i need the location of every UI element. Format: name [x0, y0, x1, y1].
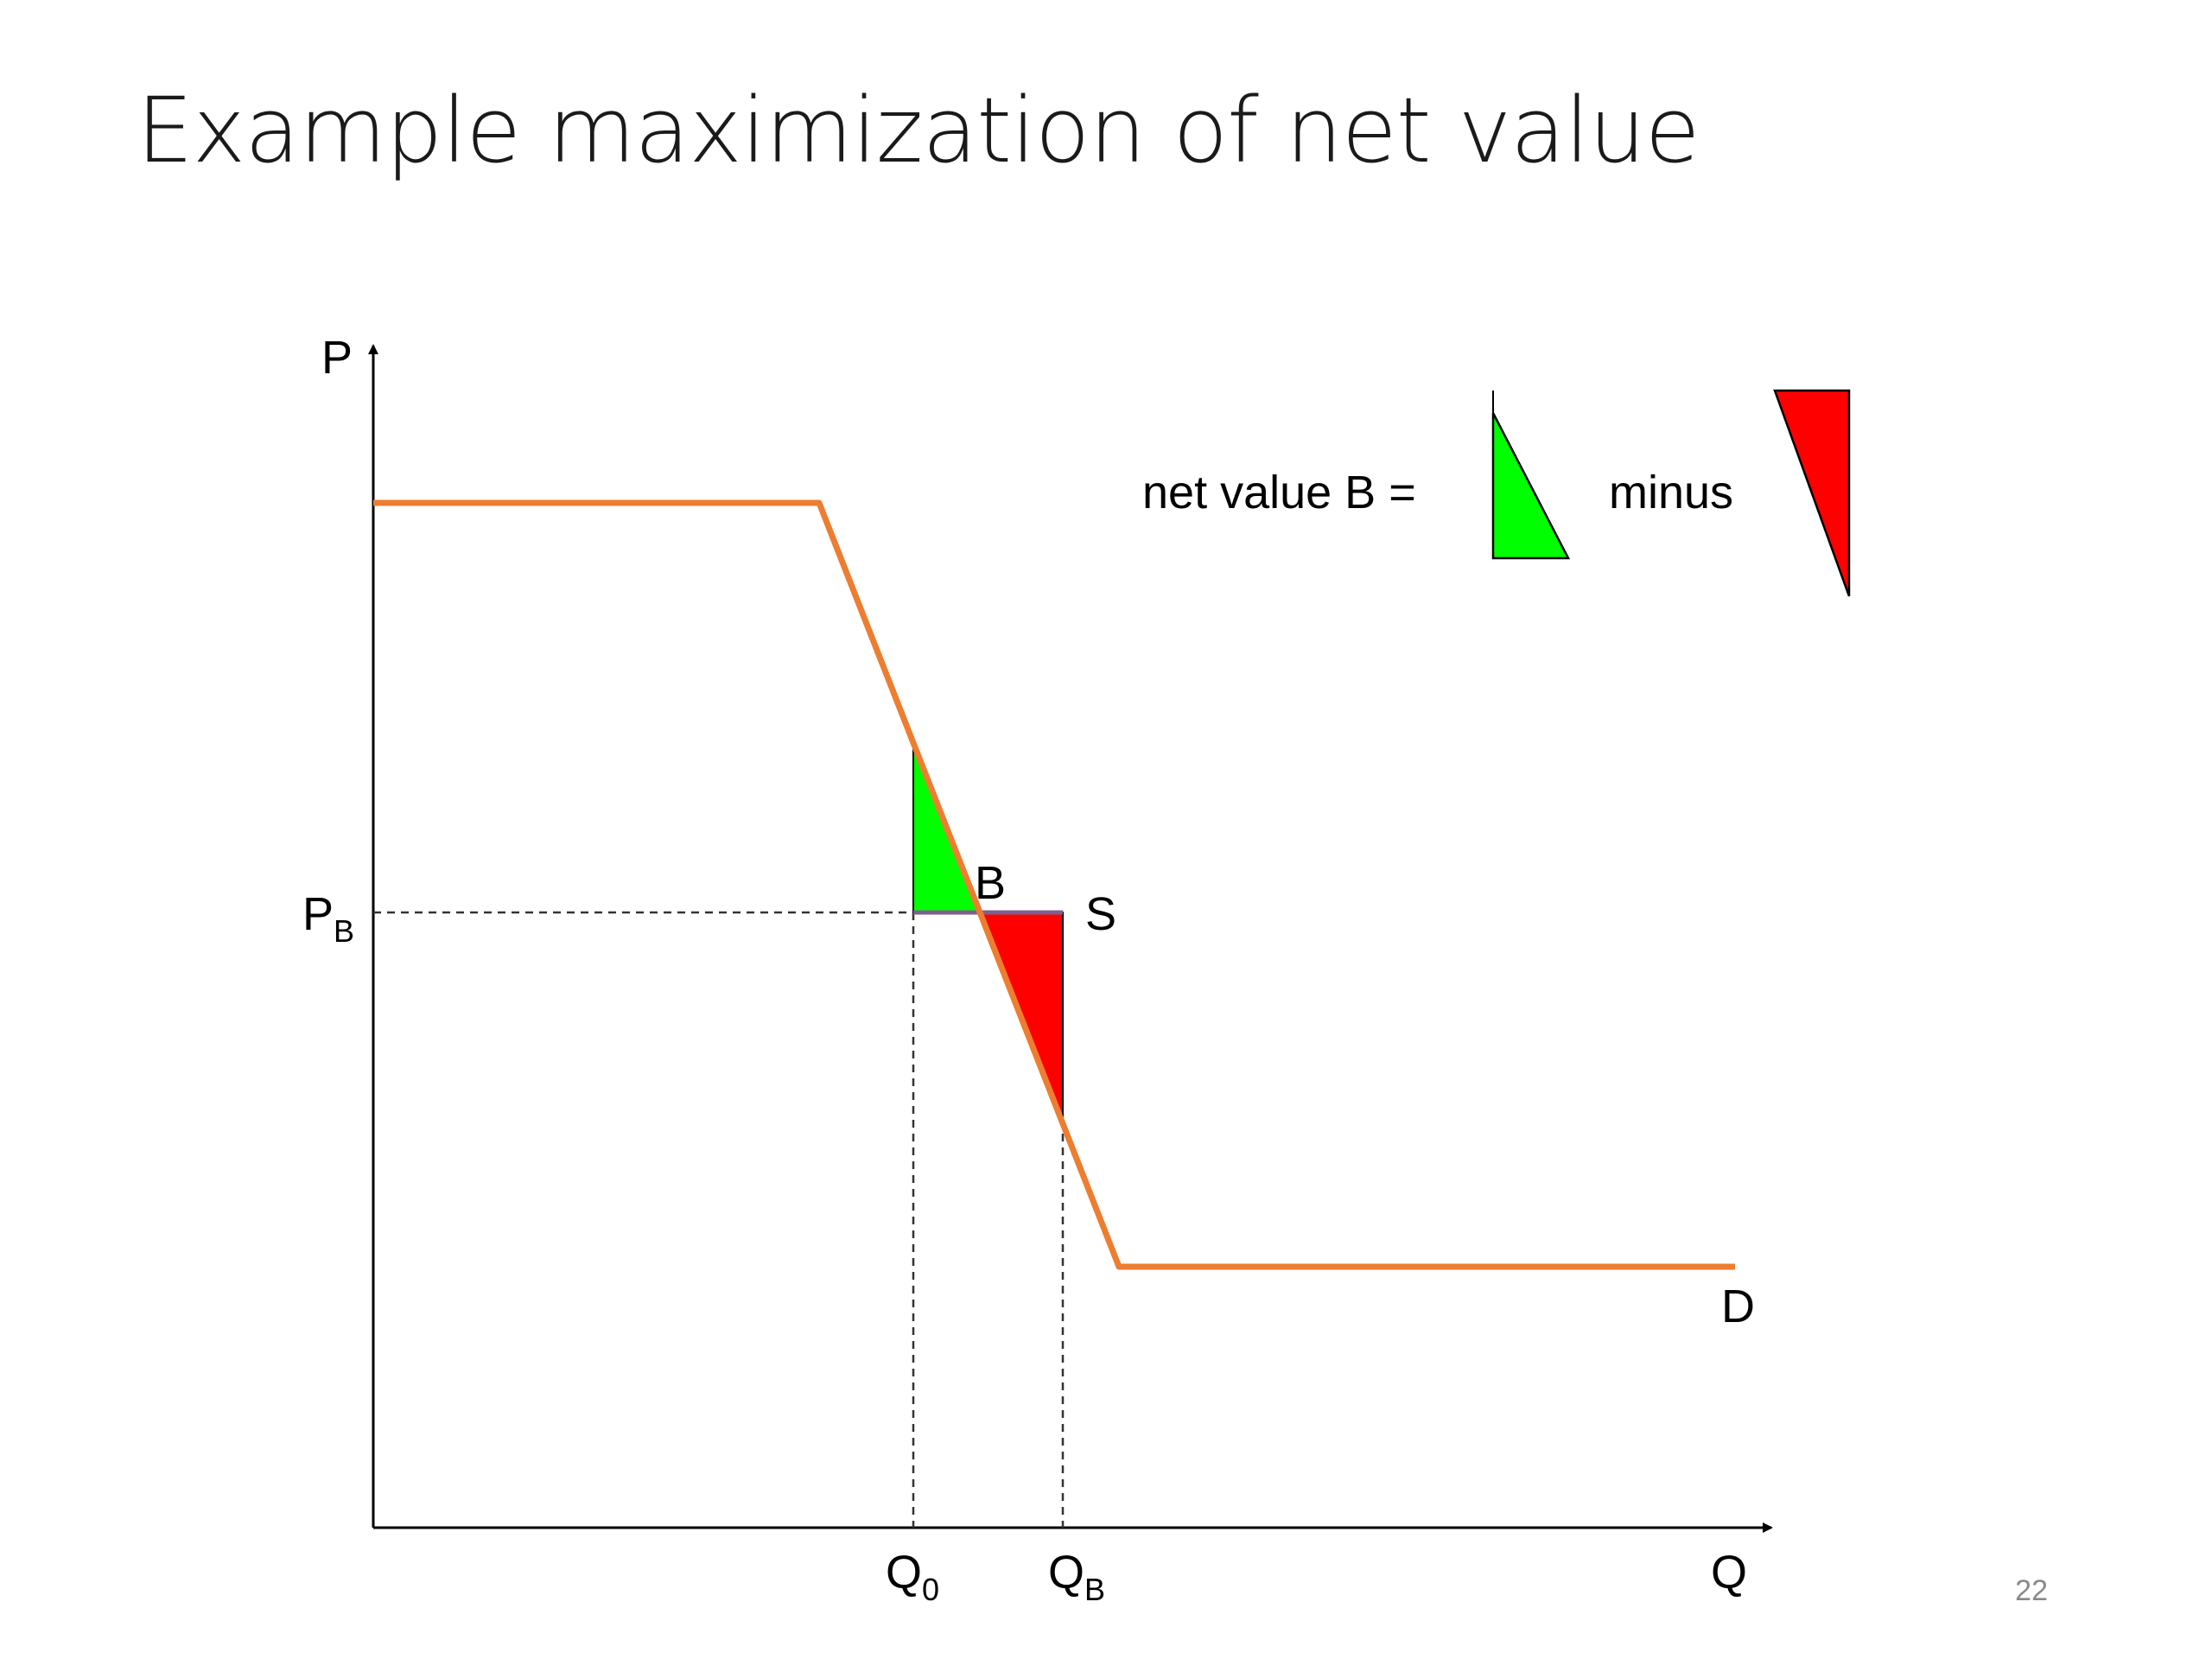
qb-label: QB — [1048, 1547, 1105, 1607]
demand-label: D — [1721, 1281, 1755, 1332]
demand-curve — [373, 499, 1735, 1270]
price-label: PB — [302, 888, 354, 949]
x-axis-label: Q — [1711, 1547, 1747, 1599]
y-axis-label: P — [321, 332, 353, 384]
legend-loss-triangle — [1773, 389, 1851, 597]
supply-label: S — [1085, 888, 1116, 940]
q0-label: Q0 — [886, 1547, 939, 1607]
legend-gain-triangle — [1491, 412, 1571, 560]
page-number: 22 — [2015, 1574, 2048, 1607]
slide-title: Example maximization of net value — [137, 78, 1700, 183]
legend-text: net value B = — [1142, 467, 1416, 518]
equilibrium-point-label: B — [975, 857, 1006, 909]
legend-operator: minus — [1609, 467, 1733, 518]
